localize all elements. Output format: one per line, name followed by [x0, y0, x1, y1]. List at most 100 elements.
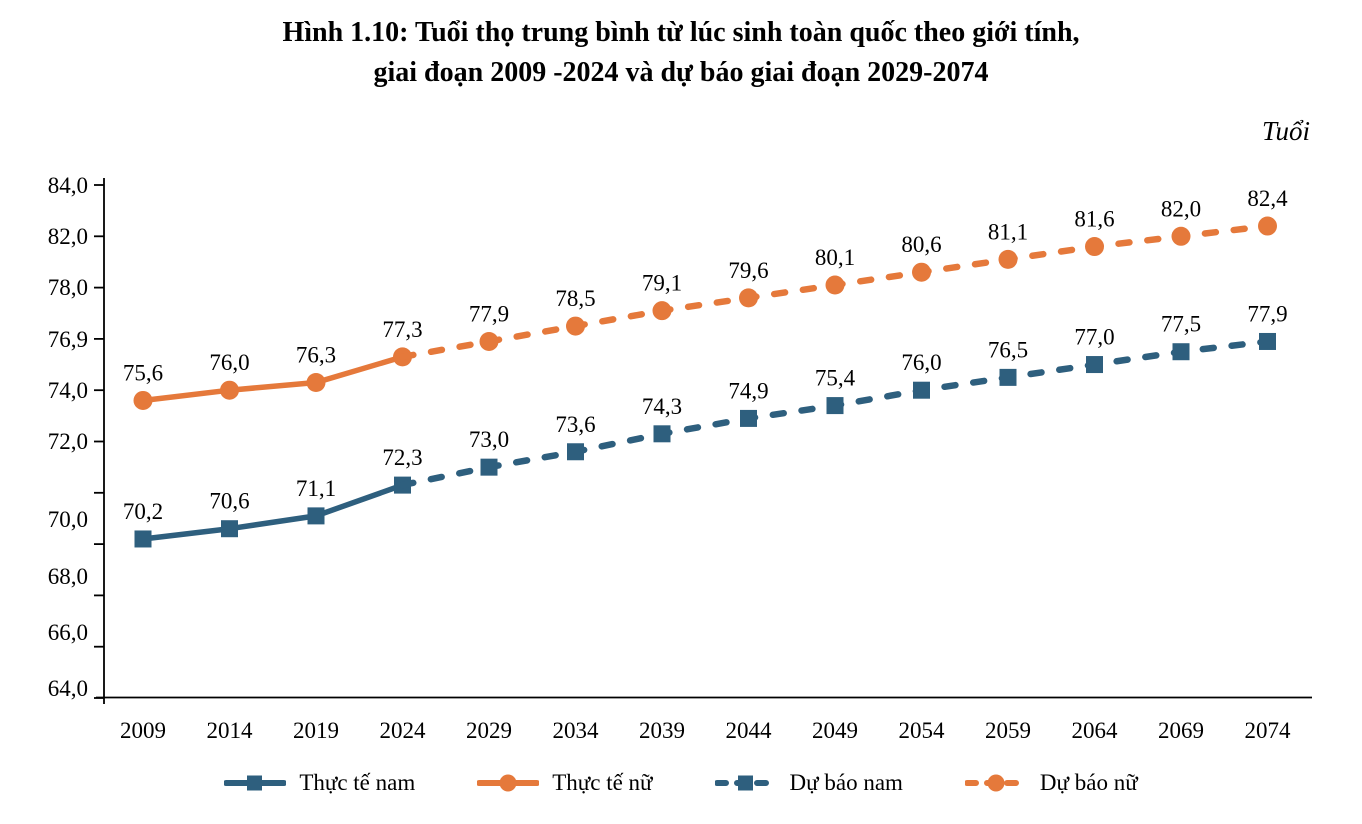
data-point-circle	[998, 249, 1018, 269]
data-point-circle	[1171, 226, 1191, 246]
x-tick-label: 2009	[120, 718, 166, 743]
data-label: 81,1	[988, 219, 1028, 244]
series-forecast-female: 77,9 78,5 79,1 79,6 80,1 80,6 81,1 81,6 82,0 82,4	[399, 186, 1288, 361]
y-tick-label: 82,0	[48, 224, 88, 249]
data-point-circle	[825, 275, 845, 295]
legend-key-actual-male	[224, 775, 287, 791]
legend-label: Thực tế nam	[299, 770, 416, 795]
line-chart: 84,0 82,0 78,0 76,9 74,0 72,0 70,0 68,0 66,0 64,0…	[48, 173, 1312, 743]
x-tick-label: 2039	[639, 718, 685, 743]
x-tick-label: 2059	[985, 718, 1031, 743]
x-tick-label: 2044	[726, 718, 773, 743]
data-point-square	[999, 368, 1017, 386]
series-actual-male: 70,2 70,6 71,1 72,3	[123, 445, 423, 548]
data-label: 82,0	[1161, 196, 1201, 221]
x-tick-label: 2024	[380, 718, 427, 743]
legend-label: Dự báo nam	[789, 770, 903, 795]
data-point-square	[913, 381, 930, 399]
data-label: 77,9	[1247, 301, 1287, 326]
data-label: 78,5	[555, 286, 595, 311]
data-label: 76,0	[901, 350, 941, 375]
data-point-square	[567, 443, 584, 461]
y-tick-label: 74,0	[48, 378, 88, 403]
data-label: 71,1	[296, 476, 336, 501]
x-tick-label: 2014	[207, 718, 254, 743]
data-label: 72,3	[382, 445, 422, 470]
data-point-square	[740, 409, 757, 427]
data-label: 76,5	[988, 337, 1028, 362]
chart-legend: Thực tế nam Thực tế nữ Dự báo nam Dự báo nữ	[0, 770, 1362, 796]
legend-label: Dự báo nữ	[1039, 770, 1138, 795]
legend-key-actual-female	[477, 774, 540, 792]
data-label: 77,3	[382, 317, 422, 342]
x-tick-label: 2064	[1072, 718, 1119, 743]
legend-item-forecast-male: Dự báo nam	[714, 770, 903, 796]
legend-item-forecast-female: Dự báo nữ	[964, 770, 1138, 796]
legend-key-forecast-female	[964, 774, 1027, 792]
series-actual-female: 75,6 76,0 76,3 77,3	[123, 317, 423, 410]
data-point-square	[826, 397, 844, 415]
data-point-square	[221, 520, 238, 538]
data-label: 73,0	[469, 427, 509, 452]
data-label: 81,6	[1074, 207, 1114, 232]
series-forecast-male: 73,0 73,6 74,3 74,9 75,4 76,0 76,5 77,0 77,5 77,9	[399, 301, 1288, 489]
chart-title: Hình 1.10: Tuổi thọ trung bình từ lúc si…	[0, 13, 1362, 93]
data-label: 79,1	[642, 271, 682, 296]
x-tick-label: 2049	[812, 718, 858, 743]
y-tick-label: 78,0	[48, 275, 88, 300]
data-label: 82,4	[1247, 186, 1288, 211]
chart-title-line1: Hình 1.10: Tuổi thọ trung bình từ lúc si…	[282, 17, 1080, 48]
data-point-circle	[652, 301, 672, 321]
data-point-square	[134, 530, 152, 548]
legend-marker-square	[737, 775, 753, 791]
data-point-square	[307, 507, 325, 525]
data-point-circle	[1085, 237, 1104, 257]
data-point-circle	[912, 262, 931, 282]
legend-item-actual-female: Thực tế nữ	[477, 770, 653, 796]
chart-title-line2: giai đoạn 2009 -2024 và dự báo giai đoạn…	[373, 57, 989, 88]
legend-label: Thực tế nữ	[552, 770, 653, 795]
data-label: 80,6	[901, 232, 941, 257]
data-label: 77,9	[469, 301, 509, 326]
data-point-circle	[1258, 216, 1277, 236]
data-point-circle	[739, 288, 758, 308]
y-tick-label: 64,0	[48, 676, 88, 701]
data-label: 76,3	[296, 343, 336, 368]
y-tick-label: 66,0	[48, 620, 88, 645]
data-label: 80,1	[815, 245, 855, 270]
x-tick-label: 2034	[553, 718, 600, 743]
data-point-circle	[220, 380, 239, 400]
x-tick-label: 2019	[293, 718, 339, 743]
series-line-actual-male	[140, 482, 406, 542]
data-point-circle	[306, 373, 326, 393]
y-tick-label: 84,0	[48, 173, 88, 198]
data-label: 73,6	[555, 412, 595, 437]
data-label: 74,3	[642, 394, 682, 419]
y-axis-unit-label: Tuổi	[1261, 116, 1310, 146]
data-label: 75,6	[123, 360, 163, 385]
series-line-actual-female	[140, 354, 406, 404]
data-point-square	[480, 458, 498, 476]
data-point-circle	[133, 390, 153, 410]
x-tick-label: 2054	[899, 718, 946, 743]
data-label: 75,4	[815, 366, 856, 391]
data-label: 77,0	[1074, 325, 1114, 350]
data-label: 70,6	[209, 489, 249, 514]
data-point-circle	[479, 331, 499, 351]
legend-item-actual-male: Thực tế nam	[224, 770, 415, 796]
data-point-square	[1259, 332, 1276, 350]
x-tick-label: 2069	[1158, 718, 1204, 743]
data-point-square	[653, 425, 671, 443]
legend-marker-circle	[499, 774, 517, 792]
data-point-circle	[566, 316, 585, 336]
y-tick-label: 68,0	[48, 564, 88, 589]
data-label: 70,2	[123, 499, 163, 524]
data-label: 77,5	[1161, 312, 1201, 337]
legend-marker-square	[247, 775, 263, 791]
legend-marker-circle	[987, 774, 1005, 792]
data-label: 74,9	[728, 378, 768, 403]
x-tick-label: 2074	[1245, 718, 1292, 743]
data-point-square	[1086, 356, 1103, 374]
y-tick-label: 70,0	[48, 507, 88, 532]
